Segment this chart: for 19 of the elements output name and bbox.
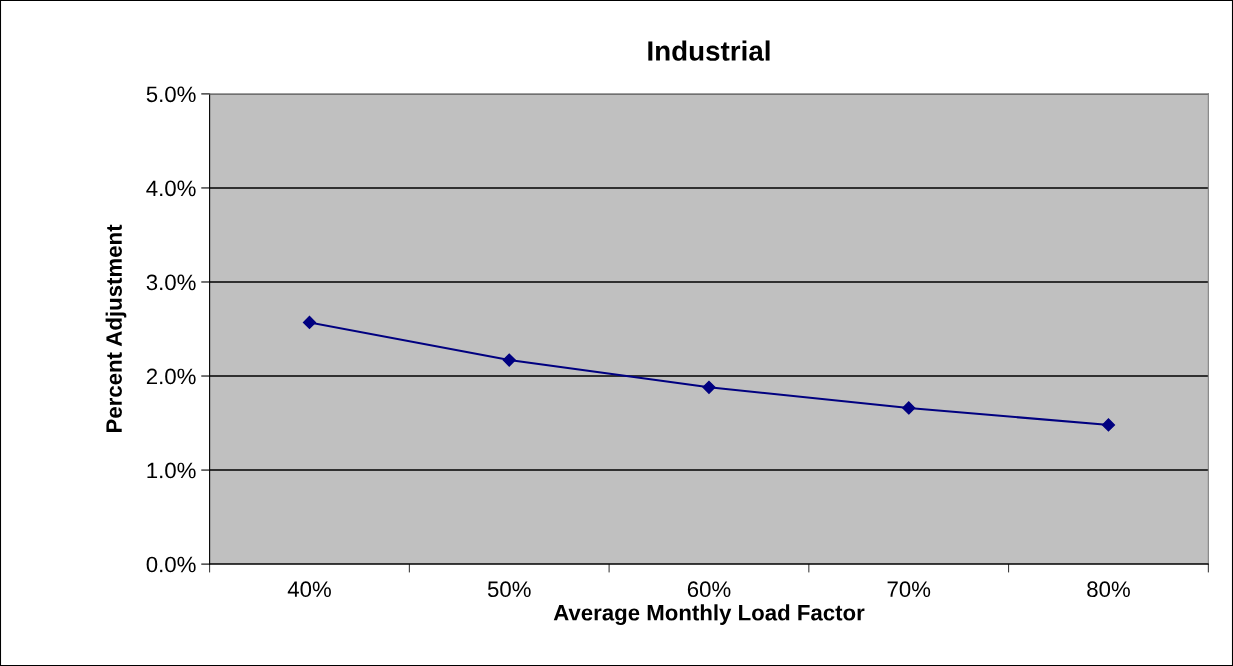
x-tick-label: 50%: [487, 581, 531, 598]
point: [702, 380, 716, 394]
y-tick-label: 4.0%: [146, 180, 196, 197]
chart-title: Industrial: [648, 40, 770, 61]
point: [1101, 418, 1116, 432]
x-tick-label: 70%: [887, 581, 931, 598]
y-tick-label: 1.0%: [147, 462, 196, 479]
point: [302, 315, 317, 330]
y-tick-label: 2.0%: [146, 368, 196, 385]
y-tick-label: 0.0%: [146, 556, 196, 573]
x-axis-title: Average Monthly Load Factor: [553, 604, 865, 626]
point: [902, 401, 916, 415]
y-tick-label: 5.0%: [146, 86, 196, 103]
x-tick-label: 60%: [687, 581, 731, 598]
x-tick-label: 80%: [1087, 581, 1130, 598]
point: [502, 353, 516, 367]
y-tick-label: 3.0%: [146, 274, 196, 291]
y-axis-title: Percent Adjustment: [105, 224, 127, 433]
x-tick-label: 40%: [287, 581, 331, 598]
